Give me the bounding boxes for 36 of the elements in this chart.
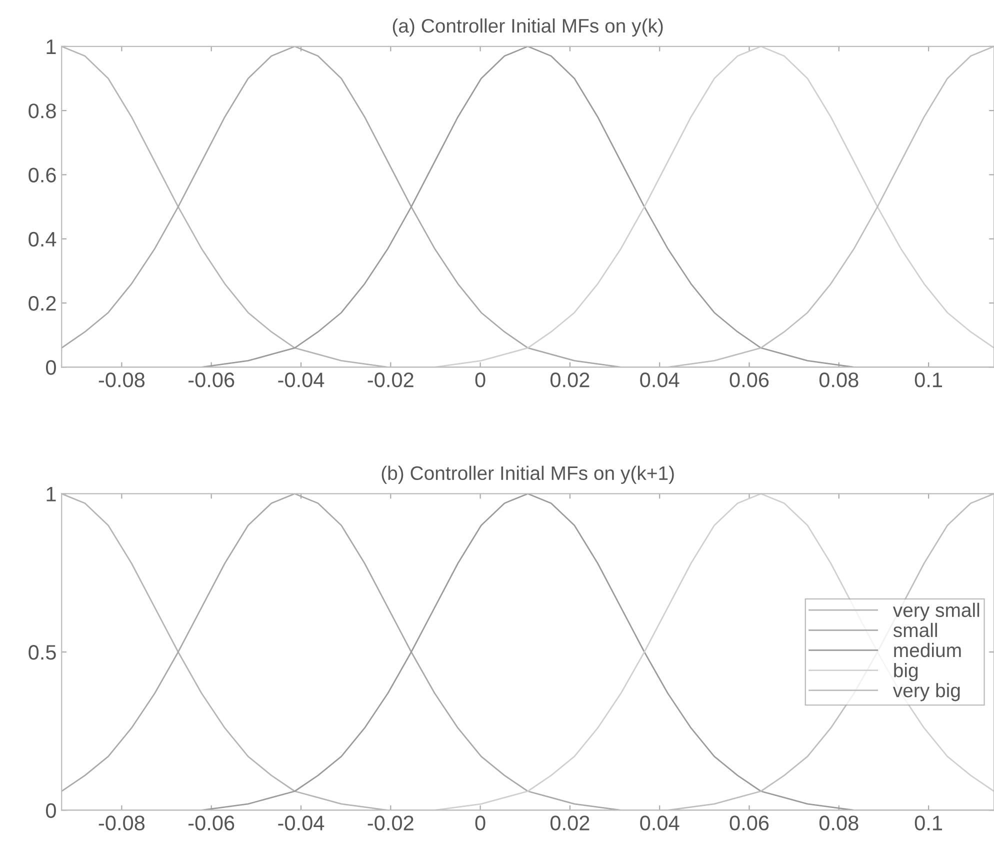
x-tick-label: -0.08 [98,372,145,388]
y-tick-label: 0.4 [28,232,56,247]
y-tick-label: 0.5 [28,644,56,660]
y-tick-label: 1 [46,40,56,54]
x-tick-label: 0.1 [914,372,942,388]
y-tick-label: 1 [46,486,56,502]
y-tick-label: 0.6 [28,168,56,182]
x-tick-label: 0.08 [819,372,858,388]
legend-label: big [894,662,918,682]
legend-label: very big [892,683,960,702]
legend-label: small [893,622,937,638]
x-tick-label: 0.04 [640,816,680,830]
chart-title: (a) Controller Initial MFs on y(k) [392,18,663,37]
legend-label: very small [892,602,980,621]
x-tick-label: -0.08 [98,816,145,830]
y-tick-label: 0 [46,803,56,818]
x-tick-label: 0.02 [550,816,590,830]
x-tick-label: 0.06 [730,372,769,388]
x-tick-label: 0 [475,372,486,388]
x-tick-label: -0.06 [188,372,234,388]
x-tick-label: 0.04 [640,372,680,388]
y-tick-label: 0.8 [28,104,56,118]
x-tick-label: 0.06 [730,816,769,830]
x-tick-label: -0.04 [278,372,324,388]
legend-label: medium [894,642,961,658]
x-tick-label: 0 [475,816,486,830]
y-tick-label: 0 [46,360,56,375]
x-tick-label: -0.06 [188,816,234,830]
x-tick-label: -0.02 [368,816,414,830]
x-tick-label: -0.02 [368,372,414,388]
chart-title: (b) Controller Initial MFs on y(k+1) [382,466,674,484]
y-tick-label: 0.2 [28,296,56,311]
x-tick-label: -0.04 [278,816,324,830]
x-tick-label: 0.02 [550,372,590,388]
x-tick-label: 0.08 [819,816,858,830]
x-tick-label: 0.1 [914,816,942,830]
